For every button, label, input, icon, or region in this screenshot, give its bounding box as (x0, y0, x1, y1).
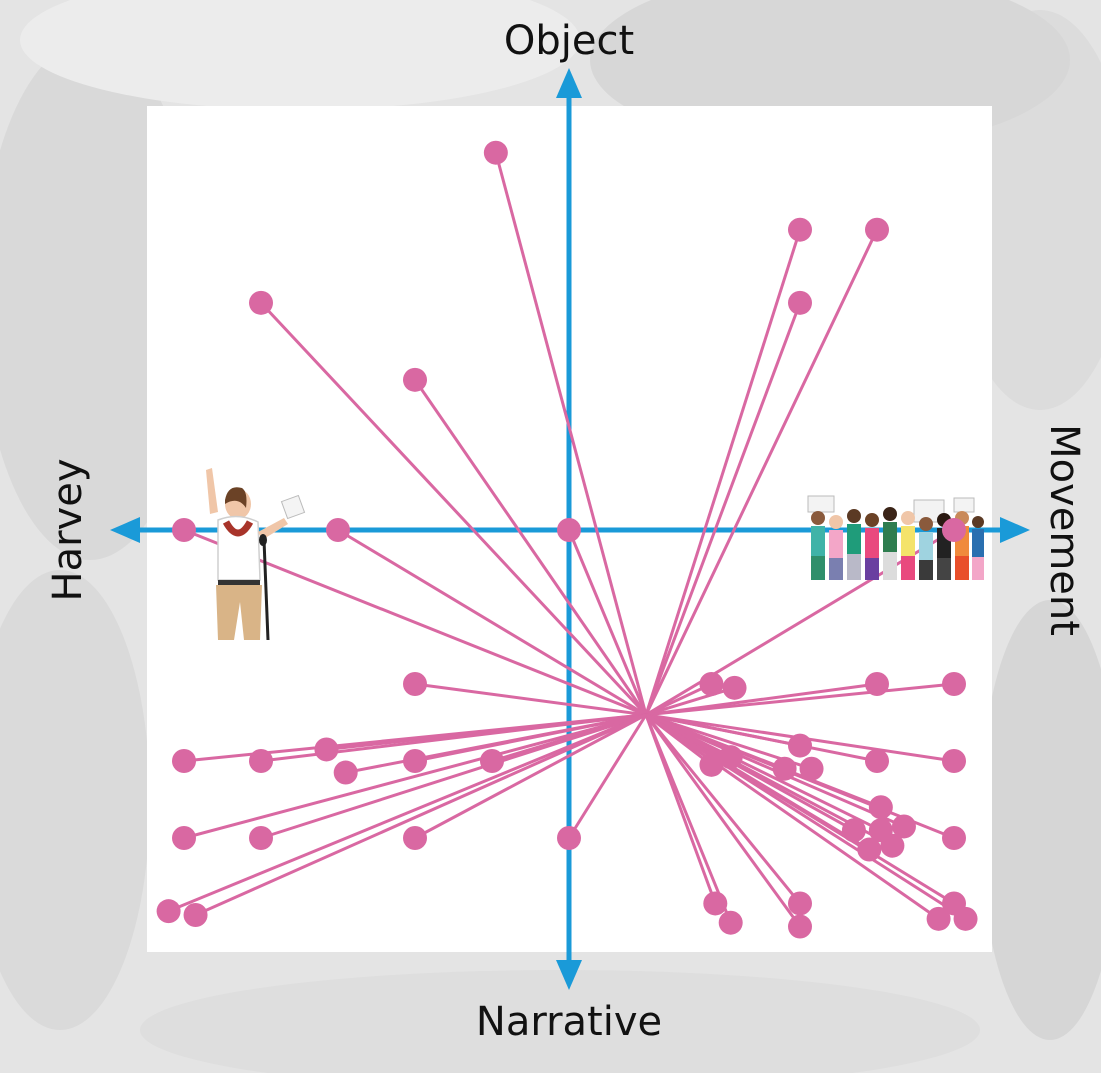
connector-line-0 (494, 152, 648, 716)
connector-lines (168, 152, 967, 928)
connector-line-45 (645, 713, 967, 921)
data-point-10 (699, 672, 724, 696)
arrow-left (110, 517, 140, 543)
data-point-27 (942, 749, 966, 773)
data-point-47 (183, 903, 208, 927)
connector-line-19 (414, 713, 647, 763)
data-point-5 (403, 367, 427, 392)
data-point-35 (249, 826, 273, 850)
data-point-20 (480, 749, 504, 773)
data-point-1 (788, 217, 812, 242)
connector-line-46 (168, 713, 647, 913)
data-point-42 (788, 914, 812, 939)
connector-line-17 (326, 713, 647, 751)
connector-line-8 (567, 529, 648, 716)
data-point-45 (953, 906, 978, 931)
data-point-9 (942, 518, 966, 542)
data-point-19 (403, 749, 427, 773)
data-point-36 (403, 826, 427, 850)
connector-line-14 (414, 682, 647, 717)
data-point-6 (172, 518, 196, 542)
connector-line-36 (414, 713, 647, 840)
connector-line-40 (644, 714, 733, 924)
connector-line-2 (644, 229, 879, 716)
data-point-29 (841, 818, 866, 843)
axis-label-left: Harvey (45, 459, 91, 602)
connector-line-13 (645, 682, 955, 717)
axis-label-right: Movement (1041, 424, 1087, 636)
speaker-illustration (206, 468, 306, 641)
data-point-23 (788, 733, 812, 758)
arrow-up (556, 68, 582, 98)
connector-line-44 (645, 713, 940, 921)
data-point-26 (865, 749, 889, 773)
data-point-37 (557, 826, 581, 850)
data-point-0 (483, 140, 508, 165)
data-point-32 (857, 837, 882, 862)
connector-line-7 (337, 528, 647, 717)
data-point-40 (718, 910, 743, 935)
connector-line-6 (183, 528, 647, 717)
connector-line-26 (645, 713, 878, 763)
data-point-28 (868, 795, 893, 820)
data-point-25 (799, 756, 824, 781)
data-point-11 (722, 675, 747, 700)
connector-line-5 (413, 378, 648, 716)
data-point-41 (788, 891, 812, 916)
data-point-39 (703, 891, 728, 916)
connector-line-42 (644, 713, 802, 928)
connector-line-3 (644, 302, 802, 716)
connector-line-35 (260, 713, 647, 840)
data-points (156, 140, 978, 939)
axis-label-bottom: Narrative (476, 999, 662, 1045)
data-point-31 (891, 814, 916, 839)
axis-labels: Object Narrative Harvey Movement (45, 18, 1087, 1045)
data-point-21 (699, 752, 724, 777)
data-point-34 (172, 826, 196, 850)
connector-line-34 (183, 713, 647, 840)
data-point-14 (403, 672, 427, 696)
data-point-33 (880, 833, 905, 858)
connector-line-10 (645, 682, 713, 717)
data-point-3 (788, 290, 812, 315)
data-point-15 (172, 749, 196, 773)
arrow-down (556, 960, 582, 990)
connector-line-4 (259, 301, 648, 716)
data-point-46 (156, 899, 181, 924)
connector-line-37 (567, 714, 648, 839)
data-point-4 (249, 290, 273, 315)
connector-line-47 (194, 713, 647, 917)
connector-line-1 (644, 229, 802, 716)
data-point-44 (926, 906, 951, 931)
data-point-12 (865, 672, 889, 696)
data-point-22 (718, 745, 743, 770)
data-point-17 (314, 737, 339, 762)
arrow-right (1000, 517, 1030, 543)
data-point-7 (326, 518, 350, 542)
connector-line-41 (644, 713, 802, 905)
data-point-13 (942, 672, 966, 696)
data-point-16 (249, 749, 273, 773)
data-point-24 (772, 756, 797, 781)
axis-label-top: Object (504, 18, 634, 64)
data-point-8 (557, 518, 581, 542)
data-point-18 (333, 760, 358, 785)
data-point-38 (942, 826, 966, 850)
data-point-2 (865, 217, 889, 242)
